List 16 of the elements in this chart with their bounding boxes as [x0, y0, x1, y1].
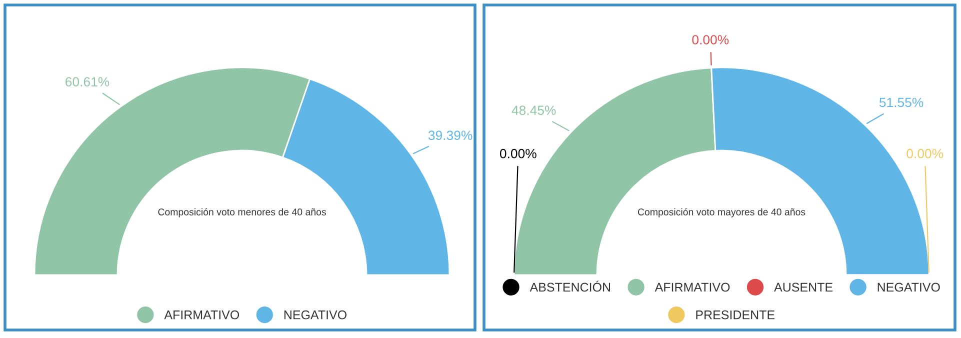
data-label: 39.39% [428, 130, 472, 140]
text: 0.00% [500, 148, 536, 158]
data-label: 60.61% [66, 77, 110, 86]
legend-label: PRESIDENTE [696, 310, 775, 320]
text: Composición voto menores de 40 años [158, 208, 326, 218]
text: Composición voto mayores de 40 años [638, 208, 806, 218]
data-label: 51.55% [879, 98, 924, 108]
legend-label: NEGATIVO [878, 282, 940, 292]
legend-label: AFIRMATIVO [164, 310, 240, 320]
text: 0.00% [906, 148, 944, 158]
text: 0.00% [692, 35, 729, 44]
legend-label: NEGATIVO [284, 310, 346, 320]
legend-label: AUSENTE [774, 282, 833, 292]
data-label: 48.45% [512, 106, 556, 115]
legend-label: ABSTENCIÓN [530, 280, 610, 292]
legend-label: AFIRMATIVO [654, 282, 730, 292]
